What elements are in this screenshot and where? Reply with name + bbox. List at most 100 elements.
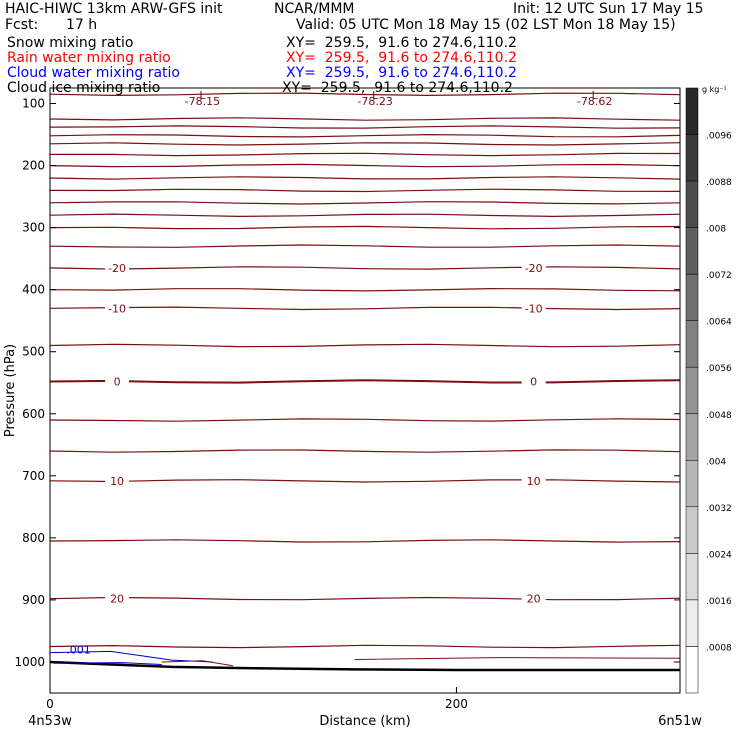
y-tick-label: 600	[22, 407, 45, 421]
colorbar-tick-label: .0064	[706, 318, 732, 328]
isotherm-label: -20	[108, 262, 126, 275]
colorbar-swatch	[685, 273, 699, 321]
y-tick-label: 300	[22, 221, 45, 235]
isotherm-line	[49, 163, 681, 168]
init-label: Init: 12 UTC Sun 17 May 15	[513, 1, 704, 17]
cloud-water-contour	[54, 662, 162, 665]
colorbar-unit: g kg⁻¹	[702, 85, 727, 94]
y-tick-label: 100	[22, 97, 45, 111]
y-tick-label: 800	[22, 531, 45, 545]
isotherm-line	[49, 125, 681, 129]
x-axis-label: Distance (km)	[319, 714, 410, 729]
field-rain-xy: XY= 259.5, 91.6 to 274.6,110.2	[286, 50, 517, 66]
isotherm-line	[49, 142, 681, 146]
colorbar-tick-label: .0032	[706, 504, 732, 514]
y-tick-label: 500	[22, 345, 45, 359]
isotherm-line	[49, 539, 681, 543]
field-rain-name: Rain water mixing ratio	[7, 50, 171, 66]
fcst-value: 17 h	[66, 17, 98, 33]
y-tick-label: 200	[22, 159, 45, 173]
isotherm-label-bg	[521, 473, 546, 488]
isotherm-label-bg	[521, 374, 546, 389]
terrain	[49, 650, 681, 672]
colorbar-swatch	[685, 553, 699, 601]
colorbar-swatch	[685, 180, 699, 228]
isotherm-line	[161, 660, 233, 667]
colorbar-swatch	[685, 460, 699, 508]
colorbar-tick-label: .004	[706, 457, 726, 467]
isotherm-line	[49, 418, 681, 422]
colorbar-tick-label: .0048	[706, 411, 732, 421]
isotherm-lines	[49, 92, 681, 649]
isotherm-label-bg	[105, 260, 130, 275]
isotherm-label: 10	[110, 475, 124, 488]
isotherm-label: 10	[527, 475, 541, 488]
low-value: -78.62	[577, 95, 612, 108]
low-value: -78.23	[357, 95, 392, 108]
colorbar-tick-label: .0072	[706, 271, 732, 281]
y-tick-label: 700	[22, 469, 45, 483]
isotherm-line	[49, 117, 681, 121]
isotherm-label-bg	[105, 374, 130, 389]
org-label: NCAR/MMM	[274, 1, 355, 17]
colorbar-swatch	[685, 134, 699, 182]
isotherm-line	[49, 176, 681, 180]
cloud-water-contour	[49, 650, 213, 663]
plot-border	[49, 87, 681, 694]
low-letter: L	[372, 89, 379, 102]
field-cloudwater-xy: XY= 259.5, 91.6 to 274.6,110.2	[286, 65, 517, 81]
isotherm-line	[49, 343, 681, 348]
isotherm-line	[49, 379, 681, 384]
x-tick-label: 0	[46, 697, 54, 711]
colorbar-tick-label: .0096	[706, 132, 732, 142]
colorbar-swatch	[685, 227, 699, 275]
colorbar-swatch	[685, 87, 699, 135]
isotherm-line	[49, 133, 681, 138]
low-letter: L	[592, 89, 599, 102]
isotherm-label: 20	[527, 593, 541, 606]
fcst-label: Fcst:	[5, 17, 39, 33]
colorbar-swatch	[685, 646, 699, 694]
colorbar-swatch	[685, 366, 699, 414]
colorbar-swatch	[685, 599, 699, 647]
colorbar-tick-label: .0088	[706, 178, 732, 188]
plot-frame	[49, 87, 681, 694]
colorbar-swatch	[685, 506, 699, 554]
isotherm-line	[49, 244, 681, 248]
isotherm-line	[49, 92, 681, 97]
ground-line	[49, 660, 680, 672]
y-axis-label: Pressure (hPa)	[3, 344, 18, 437]
isotherm-label-bg	[521, 301, 546, 316]
isotherm-label: 0	[530, 376, 537, 389]
isotherm-label: -10	[525, 302, 543, 315]
isotherm-line	[49, 449, 681, 453]
isotherm-line	[49, 213, 681, 218]
isotherm-line	[49, 287, 681, 292]
y-tick-label: 900	[22, 593, 45, 607]
isotherm-line	[50, 152, 681, 157]
isotherm-line	[49, 479, 681, 483]
low-letter: L	[199, 89, 206, 102]
colorbar-tick-label: .0008	[706, 643, 732, 653]
cloud-water-label: .001	[66, 644, 91, 657]
isotherm-line	[49, 266, 681, 270]
colorbar-tick-label: .0024	[706, 550, 732, 560]
valid-label: Valid: 05 UTC Mon 18 May 15 (02 LST Mon …	[296, 17, 676, 33]
isotherm-line	[49, 596, 681, 601]
low-value: -78.15	[185, 95, 220, 108]
field-cloudwater-name: Cloud water mixing ratio	[7, 65, 180, 81]
colorbar-tick-label: .0016	[706, 597, 732, 607]
colorbar: .0096 .0088 .008 .0072 .0064 .0056 .0048 .004 .0…	[685, 85, 732, 694]
isotherm-label: -10	[108, 302, 126, 315]
isotherm-label: 0	[114, 376, 121, 389]
isotherm-line	[49, 188, 681, 193]
x-end-label-right: 6n51w	[658, 714, 702, 729]
isotherm-label-bg	[105, 301, 130, 316]
plot-title: HAIC-HIWC 13km ARW-GFS init	[5, 1, 223, 17]
colorbar-swatch	[685, 320, 699, 368]
isotherm-line	[49, 644, 681, 649]
y-tick-label: 400	[22, 283, 45, 297]
